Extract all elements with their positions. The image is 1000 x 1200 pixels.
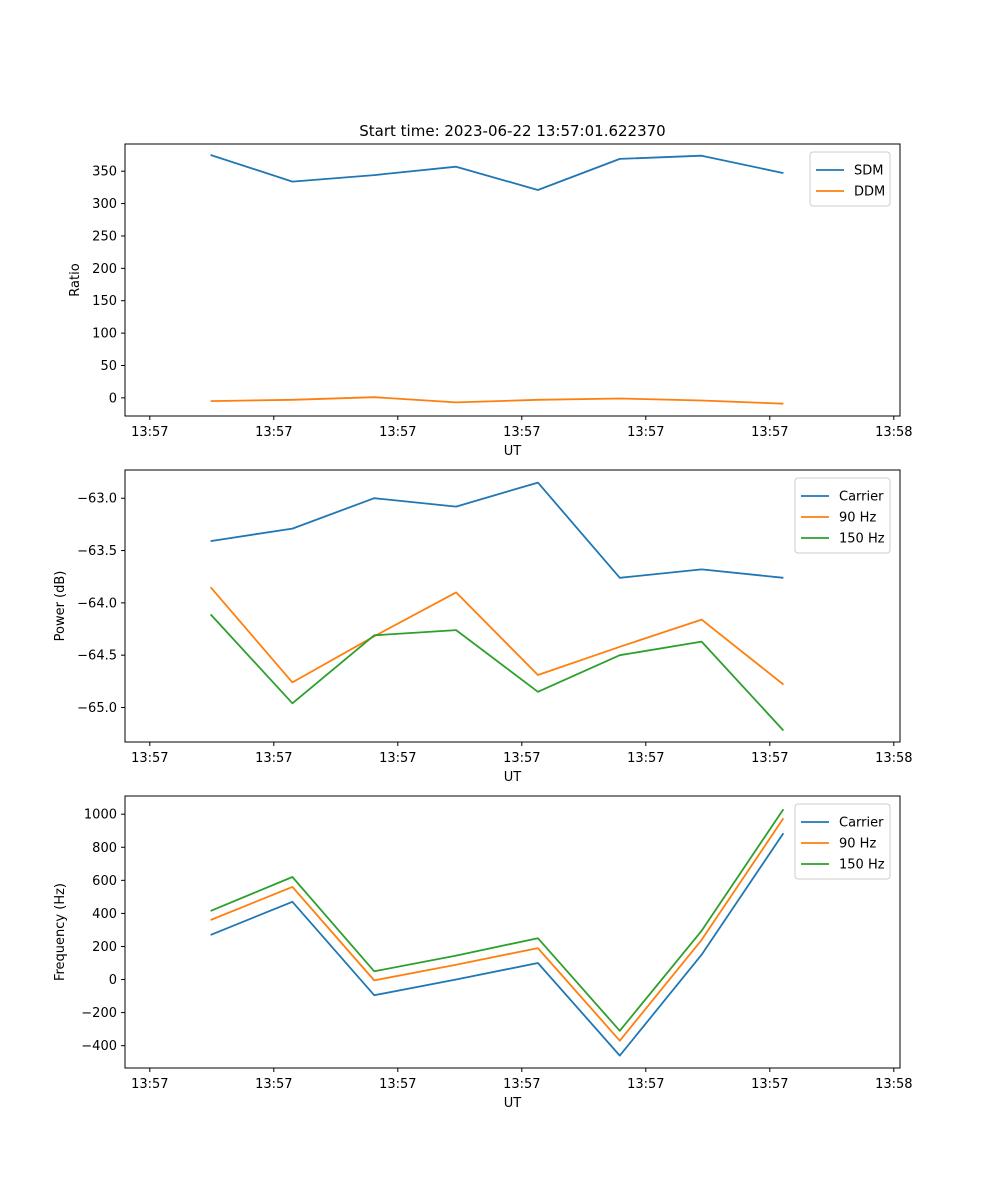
x-tick-label: 13:57 (627, 425, 664, 440)
legend-label: 90 Hz (839, 511, 876, 526)
y-tick-label: −200 (81, 1006, 117, 1021)
y-tick-label: 150 (92, 294, 117, 309)
y-tick-label: 0 (109, 391, 117, 406)
x-tick-label: 13:57 (255, 751, 292, 766)
legend-label: 90 Hz (839, 837, 876, 852)
legend-label: 150 Hz (839, 858, 885, 873)
series-line-ddm (210, 396, 784, 405)
x-tick-label: 13:57 (503, 751, 540, 766)
y-tick-label: −65.0 (77, 701, 117, 716)
x-tick-label: 13:57 (379, 1077, 416, 1092)
x-tick-label: 13:57 (131, 1077, 168, 1092)
legend-label: DDM (854, 185, 885, 200)
y-tick-label: −63.5 (77, 544, 117, 559)
x-axis-label: UT (504, 770, 522, 785)
y-tick-label: 250 (92, 229, 117, 244)
x-tick-label: 13:58 (875, 751, 912, 766)
x-tick-label: 13:57 (131, 425, 168, 440)
plot-frame (124, 143, 901, 417)
y-tick-label: 100 (92, 327, 117, 342)
series-line-carrier (210, 481, 784, 579)
x-tick-label: 13:57 (751, 1077, 788, 1092)
figure-title: Start time: 2023-06-22 13:57:01.622370 (359, 122, 665, 140)
y-tick-label: 350 (92, 165, 117, 180)
x-tick-label: 13:58 (875, 1077, 912, 1092)
panel-1: 13:57 13:57 13:57 13:57 13:57 13:57 13:58 0 50 10… (68, 143, 913, 459)
x-tick-label: 13:57 (627, 1077, 664, 1092)
x-tick-label: 13:57 (627, 751, 664, 766)
y-axis-label: Power (dB) (53, 571, 68, 642)
y-tick-label: 200 (92, 262, 117, 277)
y-tick-label: 300 (92, 197, 117, 212)
x-tick-label: 13:57 (131, 751, 168, 766)
legend-label: Carrier (839, 816, 884, 831)
x-tick-label: 13:57 (379, 751, 416, 766)
x-tick-label: 13:57 (255, 425, 292, 440)
legend: Carrier 90 Hz 150 Hz (794, 477, 891, 554)
legend: Carrier 90 Hz 150 Hz (794, 803, 891, 880)
x-tick-label: 13:57 (255, 1077, 292, 1092)
x-tick-label: 13:57 (379, 425, 416, 440)
x-tick-label: 13:57 (751, 751, 788, 766)
series-line-90-hz (209, 586, 784, 686)
x-tick-label: 13:57 (503, 1077, 540, 1092)
y-tick-label: 800 (92, 841, 117, 856)
panel-2: 13:57 13:57 13:57 13:57 13:57 13:57 13:58 −65.0… (53, 469, 913, 785)
y-axis-label: Frequency (Hz) (53, 883, 68, 981)
series-line-150-hz (210, 808, 785, 1032)
legend-box (809, 151, 891, 207)
y-axis-label: Ratio (68, 263, 83, 296)
x-tick-label: 13:57 (503, 425, 540, 440)
x-tick-label: 13:58 (875, 425, 912, 440)
legend-label: Carrier (839, 490, 884, 505)
x-tick-label: 13:57 (751, 425, 788, 440)
y-tick-label: 1000 (84, 808, 117, 823)
y-tick-label: −64.0 (77, 596, 117, 611)
plot-frame (124, 795, 901, 1069)
y-tick-label: 600 (92, 874, 117, 889)
plot-frame (124, 469, 901, 743)
series-line-150-hz (209, 613, 785, 732)
series-line-sdm (210, 154, 784, 191)
legend-label: 150 Hz (839, 532, 885, 547)
y-tick-label: −63.0 (77, 492, 117, 507)
y-tick-label: −400 (81, 1039, 117, 1054)
x-axis-label: UT (504, 444, 522, 459)
y-tick-label: 0 (109, 973, 117, 988)
legend-label: SDM (854, 164, 883, 179)
legend: SDM DDM (809, 151, 891, 207)
y-tick-label: 400 (92, 907, 117, 922)
panel-3: 13:57 13:57 13:57 13:57 13:57 13:57 13:58 −400 −… (53, 795, 913, 1111)
series-line-90-hz (210, 817, 785, 1042)
series-line-carrier (210, 832, 785, 1057)
y-tick-label: 200 (92, 940, 117, 955)
y-tick-label: −64.5 (77, 649, 117, 664)
y-tick-label: 50 (100, 359, 117, 374)
x-axis-label: UT (504, 1096, 522, 1111)
panels: 13:57 13:57 13:57 13:57 13:57 13:57 13:58 0 50 10… (53, 143, 913, 1111)
